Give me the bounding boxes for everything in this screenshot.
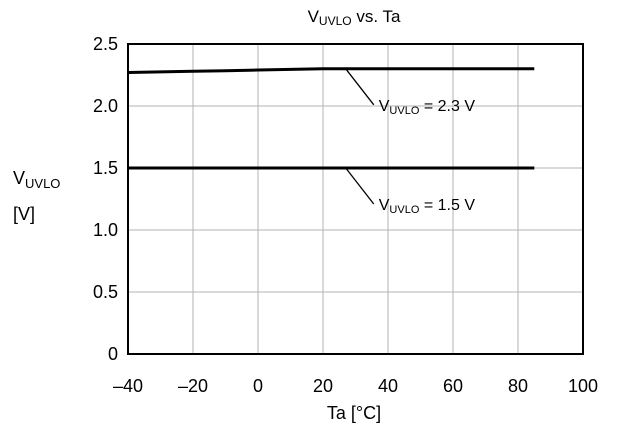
y-tick-label: 2.0	[93, 96, 118, 116]
annotation-leader	[345, 68, 375, 106]
y-tick-label: 1.0	[93, 220, 118, 240]
y-tick-label: 0	[108, 344, 118, 364]
series-lines	[127, 67, 535, 170]
plot-frame	[127, 43, 584, 355]
x-tick-label: –20	[178, 376, 208, 396]
y-axis-unit: [V]	[13, 204, 35, 224]
y-axis-label: VUVLO	[13, 168, 60, 191]
x-tick-labels: –40 –20 0 20 40 60 80 100	[113, 376, 598, 396]
x-tick-label: –40	[113, 376, 143, 396]
y-tick-label: 1.5	[93, 158, 118, 178]
grid-lines	[128, 44, 583, 354]
annotations: VUVLO = 2.3 V VUVLO = 1.5 V	[345, 68, 476, 216]
chart-title: VUVLO vs. Ta	[308, 7, 401, 28]
x-tick-label: 40	[378, 376, 398, 396]
x-axis-label: Ta [°C]	[327, 403, 381, 423]
y-tick-labels: 0 0.5 1.0 1.5 2.0 2.5	[93, 34, 118, 364]
annotation-label-2: VUVLO = 1.5 V	[379, 197, 476, 216]
series-line-1	[127, 67, 535, 74]
y-tick-label: 0.5	[93, 282, 118, 302]
x-tick-label: 80	[508, 376, 528, 396]
annotation-leader	[345, 167, 375, 205]
x-tick-label: 0	[253, 376, 263, 396]
annotation-label-1: VUVLO = 2.3 V	[379, 98, 476, 117]
y-tick-label: 2.5	[93, 34, 118, 54]
x-tick-label: 100	[568, 376, 598, 396]
x-tick-label: 20	[313, 376, 333, 396]
x-tick-label: 60	[443, 376, 463, 396]
